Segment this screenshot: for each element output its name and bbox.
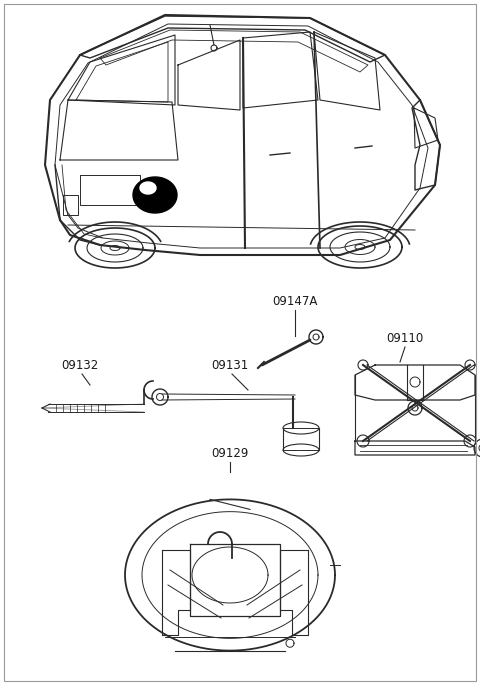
Text: 09132: 09132 (61, 359, 98, 372)
Text: 09110: 09110 (386, 332, 424, 345)
Text: 09129: 09129 (211, 447, 249, 460)
Text: 09147A: 09147A (272, 295, 318, 308)
Polygon shape (140, 182, 156, 194)
Polygon shape (133, 177, 177, 213)
Text: 09131: 09131 (211, 359, 249, 372)
